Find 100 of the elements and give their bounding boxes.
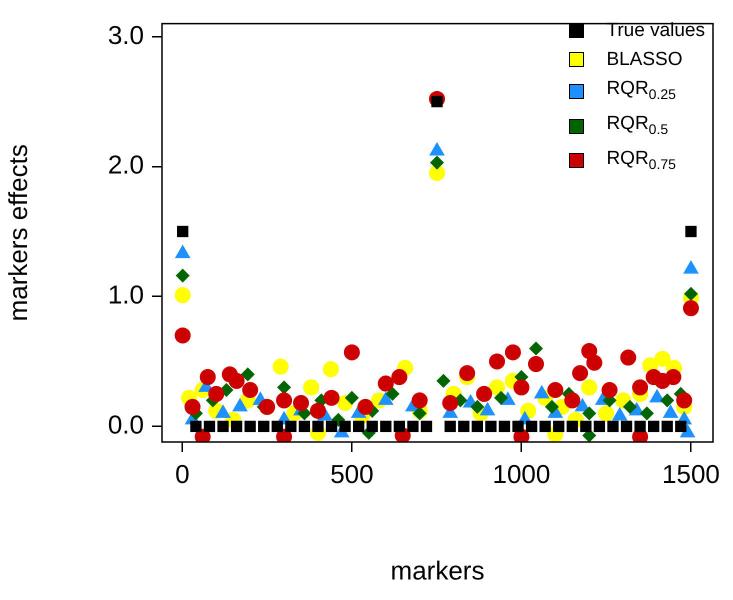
point <box>582 406 596 420</box>
point <box>298 420 310 432</box>
point <box>322 361 339 378</box>
point <box>303 379 320 396</box>
point <box>489 353 506 370</box>
point <box>572 365 588 382</box>
point <box>240 367 255 382</box>
point <box>391 369 408 386</box>
point <box>407 420 419 432</box>
point <box>277 380 292 394</box>
point <box>504 344 521 360</box>
point <box>380 420 392 432</box>
point <box>485 420 497 432</box>
point <box>293 395 310 412</box>
point <box>682 300 699 316</box>
y-tick-label: 2.0 <box>108 150 144 180</box>
point <box>412 392 428 408</box>
point <box>285 420 297 432</box>
point <box>654 350 670 367</box>
y-axis-title: markers effects <box>2 144 33 322</box>
point <box>230 420 242 432</box>
y-tick-label: 0.0 <box>108 410 144 440</box>
point <box>190 420 202 432</box>
point <box>494 390 508 405</box>
point <box>513 379 530 396</box>
point <box>528 356 544 372</box>
point <box>662 420 673 432</box>
point <box>378 376 394 392</box>
point <box>685 226 697 238</box>
point <box>632 379 648 396</box>
point <box>420 420 432 432</box>
point <box>366 420 378 432</box>
point <box>276 392 292 408</box>
point <box>184 398 201 415</box>
point <box>357 398 374 415</box>
point <box>586 354 602 371</box>
x-tick-label: 0 <box>175 458 190 489</box>
point <box>228 372 245 389</box>
point <box>217 420 229 432</box>
point <box>459 365 476 382</box>
legend-label: RQR$_{0.75}$ <box>606 146 676 174</box>
x-tick-label: 500 <box>330 458 374 489</box>
point <box>174 327 191 344</box>
x-tick-label: 1500 <box>662 458 720 489</box>
point <box>344 344 360 360</box>
point <box>581 379 598 396</box>
point <box>620 420 632 432</box>
point <box>272 358 289 375</box>
point <box>580 420 592 432</box>
point <box>634 420 646 432</box>
y-tick-label: 3.0 <box>108 20 144 50</box>
point <box>177 226 188 238</box>
point <box>544 400 559 414</box>
point <box>598 405 614 422</box>
point <box>208 386 224 402</box>
point <box>622 400 637 414</box>
point <box>436 374 450 388</box>
point <box>620 350 636 366</box>
point <box>470 400 484 414</box>
point <box>258 420 270 432</box>
x-axis-title: markers <box>390 556 484 586</box>
point <box>607 420 619 432</box>
point <box>684 286 698 301</box>
point <box>660 393 674 408</box>
point <box>310 402 326 419</box>
point <box>428 165 445 182</box>
y-tick-label: 1.0 <box>108 280 144 310</box>
point <box>324 390 340 406</box>
point <box>272 420 283 432</box>
point <box>498 420 510 432</box>
point <box>444 420 456 432</box>
point <box>430 156 444 170</box>
point <box>564 392 580 408</box>
point <box>176 268 190 283</box>
point <box>640 406 654 420</box>
point <box>204 420 216 432</box>
point <box>242 382 258 398</box>
legend-label: BLASSO <box>606 48 682 72</box>
point <box>553 420 564 432</box>
point <box>458 420 470 432</box>
point <box>602 382 618 398</box>
legend-label: RQR$_{0.5}$ <box>606 112 668 139</box>
point <box>412 406 427 420</box>
x-tick-label: 1000 <box>492 458 550 489</box>
point <box>200 369 216 386</box>
point <box>665 369 682 386</box>
point <box>394 420 406 432</box>
point <box>174 287 191 304</box>
point <box>526 420 538 432</box>
point <box>648 420 660 432</box>
point <box>476 386 492 402</box>
point <box>312 420 324 432</box>
point <box>512 420 524 432</box>
point <box>472 420 483 432</box>
point <box>675 420 686 432</box>
point <box>566 420 578 432</box>
point <box>339 420 351 432</box>
point <box>442 395 458 412</box>
point <box>676 392 692 408</box>
point <box>529 341 543 356</box>
